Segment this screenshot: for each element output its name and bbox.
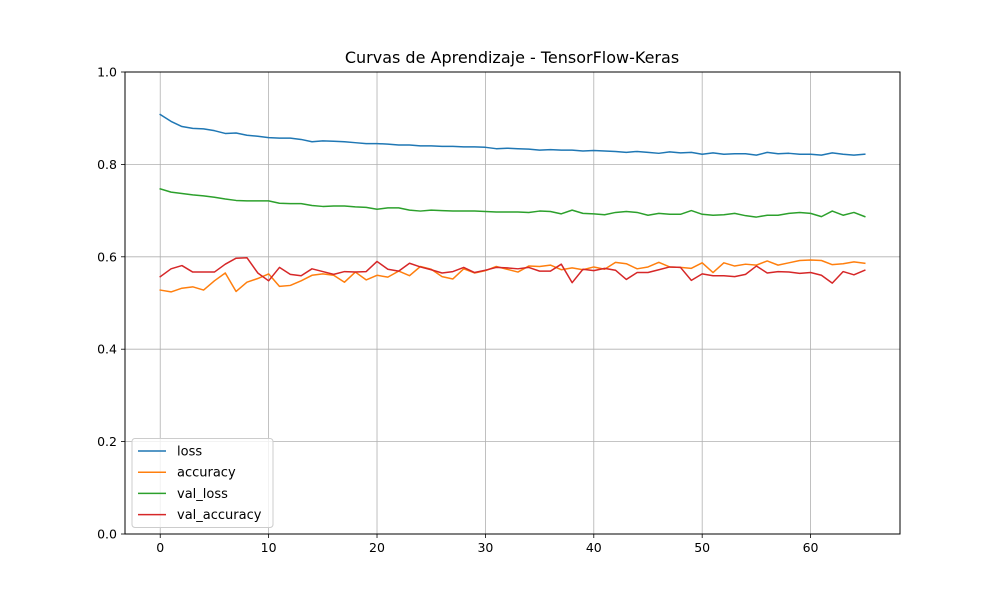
legend: loss accuracy val_loss val_accuracy [131,438,274,528]
legend-box [131,438,274,528]
x-tick-label: 60 [803,540,819,555]
y-tick-label: 0.2 [97,434,117,449]
series-line-val-accuracy [159,256,866,284]
series-line-loss [159,113,866,156]
legend-label-val-loss: val_loss [177,487,228,502]
y-tick-label: 0.8 [97,157,117,172]
series-line-accuracy [159,259,866,293]
legend-label-val-accuracy: val_accuracy [177,508,262,523]
legend-label-loss: loss [177,445,202,460]
y-tick-label: 1.0 [97,65,117,80]
x-tick-label: 10 [261,540,277,555]
y-tick-label: 0.4 [97,342,117,357]
x-tick-label: 0 [156,540,164,555]
y-tick-label: 0.0 [97,527,117,542]
x-tick-label: 40 [586,540,602,555]
x-tick-label: 50 [694,540,710,555]
chart-title: Curvas de Aprendizaje - TensorFlow-Keras [345,48,679,67]
legend-label-accuracy: accuracy [177,466,236,481]
series-layer [159,113,866,293]
axis-ticks: 0 10 20 30 40 50 60 0.0 0.2 0.4 0.6 0.8 1.0 [97,65,818,556]
x-tick-label: 20 [369,540,385,555]
plot-frame [124,71,901,535]
y-tick-label: 0.6 [97,249,117,264]
x-tick-label: 30 [477,540,493,555]
series-line-val-loss [159,187,866,218]
